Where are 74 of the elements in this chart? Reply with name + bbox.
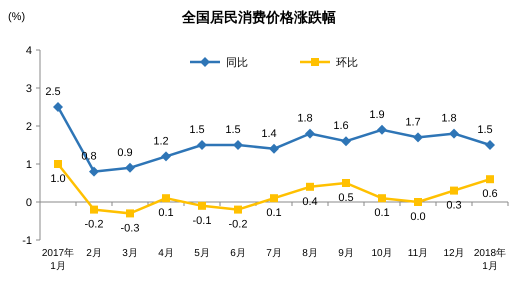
point [486,175,494,184]
chart-title: 全国居民消费价格涨跌幅 [181,9,336,25]
data-label: 0.3 [446,200,462,212]
y-tick-label: -1 [22,235,32,247]
data-label: 1.6 [333,120,349,132]
data-label: -0.2 [228,218,248,231]
point [126,209,134,218]
x-tick-label: 2月 [86,248,102,259]
point [414,198,422,206]
point [342,179,350,187]
point [269,144,279,154]
data-label: 0.1 [158,207,174,220]
point [270,194,278,202]
point [485,140,495,150]
x-tick-label: 2018年 1月 [474,247,506,272]
y-tick-label: 0 [26,197,32,209]
x-tick-label: 8月 [302,248,318,259]
x-tick-label: 5月 [194,248,210,259]
x-tick-label: 10月 [371,248,393,259]
point [449,128,459,139]
data-label: 0.6 [482,188,498,200]
data-label: 0.9 [117,146,133,159]
data-label: 1.0 [50,173,66,185]
x-tick-label: 9月 [338,248,354,259]
point [234,206,242,214]
data-label: 1.5 [225,124,241,136]
y-axis-title: (%) [8,11,26,23]
data-label: 1.2 [153,135,169,148]
x-tick-label: 12月 [443,248,465,259]
point [89,166,99,177]
data-label: -0.3 [120,222,140,234]
legend-label: 环比 [336,56,358,69]
legend-label: 同比 [226,56,248,69]
point [233,140,243,150]
x-tick-label: 6月 [230,248,246,259]
point [378,194,386,202]
x-tick-label: 11月 [408,248,428,259]
y-tick-label: 1 [26,159,32,171]
point [450,186,458,195]
point [53,102,63,112]
point [341,136,351,146]
point [306,182,314,191]
data-label: 1.7 [405,116,421,128]
data-label: 2.5 [45,86,61,98]
x-tick-label: 4月 [158,248,174,259]
data-label: 1.5 [189,124,205,136]
data-label: 0.4 [302,196,318,208]
y-tick-label: 2 [26,121,32,133]
point [162,194,170,202]
point [198,202,206,210]
data-label: 0.1 [374,207,390,220]
point [125,162,135,173]
data-label: 0.5 [338,192,354,204]
x-tick-label: 3月 [122,248,138,259]
x-tick-label: 2017年 1月 [42,247,74,272]
data-label: 1.5 [477,124,493,136]
data-label: 1.8 [297,112,313,125]
point [90,206,98,214]
data-label: 1.8 [441,112,457,125]
point [377,124,387,135]
data-label: -0.1 [192,214,212,227]
data-label: 0.1 [266,207,282,220]
x-tick-label: 7月 [266,248,282,259]
y-tick-label: 3 [26,83,32,95]
point [305,128,315,139]
data-label: 1.9 [369,108,385,121]
point [54,160,62,168]
data-label: -0.2 [84,218,104,231]
point [413,132,423,142]
y-tick-label: 4 [26,45,32,57]
data-label: 0.0 [410,211,426,223]
data-label: 1.4 [261,128,277,140]
point [197,140,207,150]
point [161,151,171,162]
